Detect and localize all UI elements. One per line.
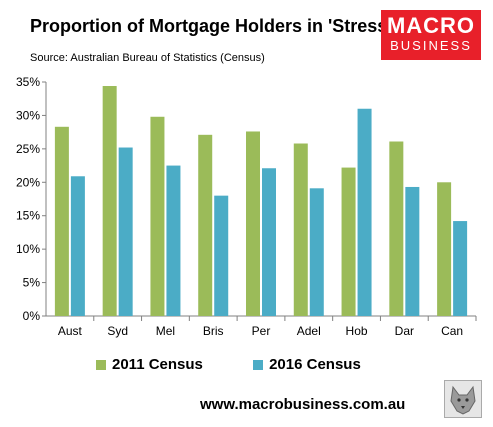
wolf-logo-icon [444,380,482,418]
x-tick-label: Can [441,324,463,338]
bar-2016 [166,165,181,316]
chart-title: Proportion of Mortgage Holders in 'Stres… [30,16,392,36]
bar-2016 [118,147,133,316]
bar-2016 [214,195,229,316]
legend-item-2016: 2016 Census [253,356,361,373]
y-tick-label: 20% [16,175,40,189]
y-tick-label: 35% [16,75,40,89]
macrobusiness-logo: MACRO BUSINESS [381,10,481,60]
x-tick-label: Syd [107,324,128,338]
bar-2016 [70,176,85,316]
bar-2011 [246,131,260,316]
y-tick-label: 5% [23,276,41,290]
website-url: www.macrobusiness.com.au [200,396,406,413]
legend-swatch-2016 [253,359,264,370]
legend-label-2011: 2011 Census [112,356,203,373]
y-tick-label: 10% [16,242,40,256]
legend-label-2016: 2016 Census [269,356,361,373]
bar-2016 [309,188,324,316]
x-tick-label: Adel [297,324,321,338]
y-tick-label: 25% [16,142,40,156]
legend-item-2011: 2011 Census [96,356,203,373]
bar-2016 [262,168,276,316]
x-tick-label: Hob [346,324,368,338]
chart-source: Source: Australian Bureau of Statistics … [30,52,265,64]
y-tick-label: 0% [23,309,41,323]
bar-2011 [102,86,117,316]
x-tick-label: Aust [58,324,83,338]
x-tick-label: Mel [156,324,175,338]
bar-chart: 0% 5% 10% 15% 20% 25% 30% 35% Aust Syd Mel Bris Per A… [16,75,477,338]
y-tick-label: 30% [16,108,40,122]
bar-2011 [437,182,452,316]
bar-2011 [198,134,213,316]
logo-line-1: MACRO [386,13,476,38]
y-tick-label: 15% [16,209,40,223]
logo-line-2: BUSINESS [390,38,472,53]
bar-2011 [389,141,404,316]
x-tick-label: Dar [395,324,414,338]
bar-2011 [293,143,308,316]
bar-2011 [341,167,356,316]
chart-legend: 2011 Census 2016 Census [96,356,407,374]
x-tick-label: Per [252,324,271,338]
bar-2011 [54,126,69,317]
x-tick-label: Bris [203,324,224,338]
legend-swatch-2011 [96,359,106,370]
bar-2016 [453,221,468,316]
bar-2016 [357,108,372,316]
bar-2011 [150,116,165,316]
bar-2016 [405,186,420,316]
